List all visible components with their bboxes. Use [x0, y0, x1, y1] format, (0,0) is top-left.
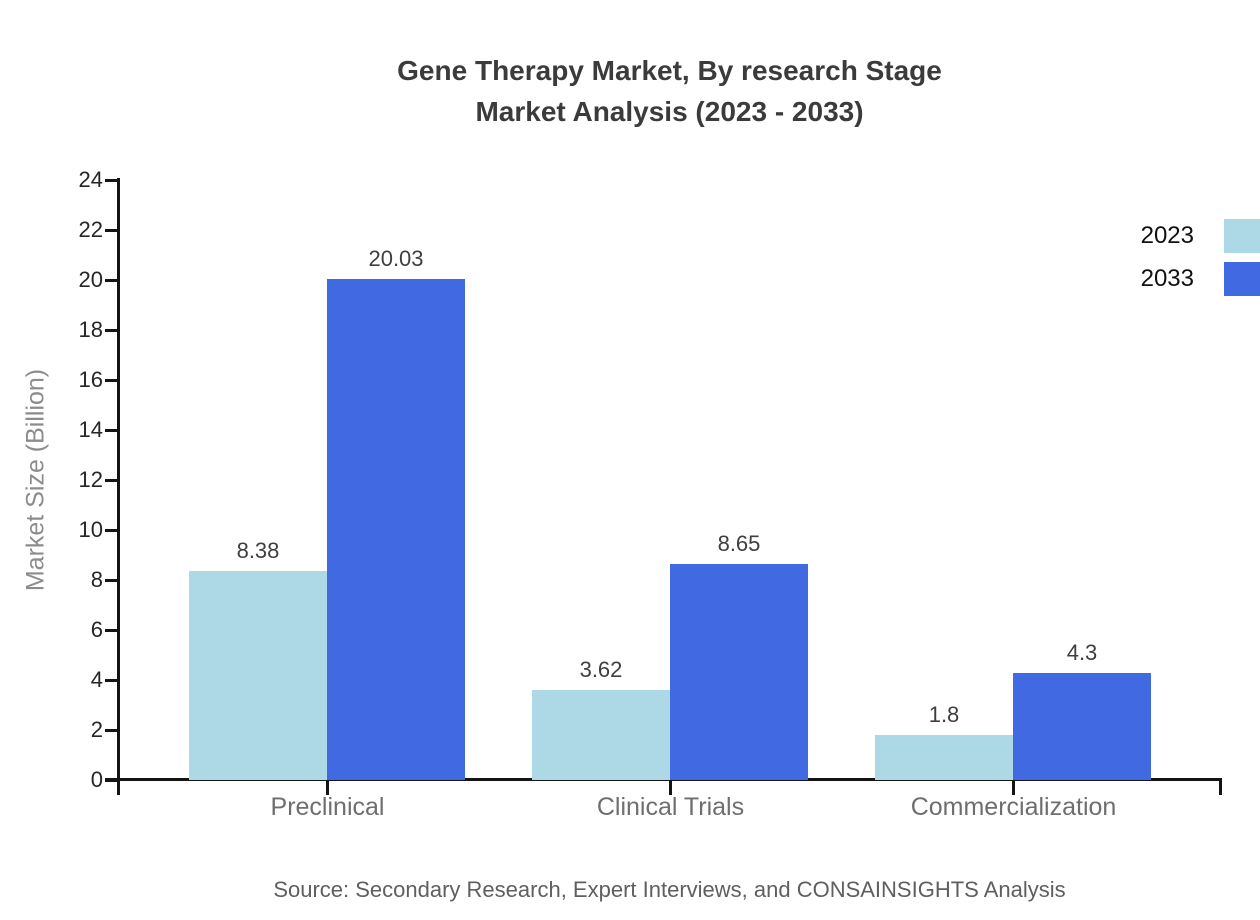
y-axis-tick: [105, 328, 118, 332]
y-axis-line: [117, 178, 120, 795]
y-axis-tick: [105, 378, 118, 382]
legend-label-2033: 2033: [1140, 265, 1194, 292]
y-axis-tick-label: 10: [78, 517, 103, 542]
y-axis-tick: [105, 428, 118, 432]
y-axis-tick-label: 6: [90, 617, 103, 642]
legend-item-2033: 2033: [1100, 262, 1260, 296]
legend-label-2023: 2023: [1140, 222, 1194, 249]
y-axis-tick: [105, 528, 118, 532]
y-axis-tick: [105, 678, 118, 682]
x-axis-tick: [668, 780, 672, 795]
y-axis-tick-label: 8: [90, 567, 103, 592]
value-label-2023-clinical-trials: 3.62: [579, 656, 623, 682]
category-label-preclinical: Preclinical: [270, 793, 385, 821]
value-label-2023-commercialization: 1.8: [928, 702, 960, 727]
value-label-2033-clinical-trials: 8.65: [717, 530, 761, 556]
chart-title-line1: Gene Therapy Market, By research Stage: [397, 55, 942, 86]
chart-title-line2: Market Analysis (2023 - 2033): [475, 96, 864, 127]
y-axis-tick-label: 2: [90, 717, 103, 742]
bar-2033-commercialization: [1013, 672, 1151, 780]
value-label-2033-preclinical: 20.03: [368, 246, 424, 272]
value-label-2023-preclinical: 8.38: [236, 537, 280, 563]
y-axis-tick-label: 24: [78, 167, 103, 192]
y-axis-tick-label: 4: [90, 667, 103, 692]
y-axis-tick-label: 12: [78, 467, 103, 492]
y-axis-tick-label: 0: [90, 767, 103, 792]
y-axis-tick: [105, 228, 118, 232]
bar-2033-clinical-trials: [670, 563, 808, 780]
y-axis-tick: [105, 728, 118, 732]
source-note: Source: Secondary Research, Expert Inter…: [273, 877, 1066, 902]
y-axis-tick-label: 16: [78, 367, 103, 392]
legend-swatch-2023: [1224, 219, 1260, 253]
legend-swatch-2033: [1224, 262, 1260, 296]
chart-title: Gene Therapy Market, By research Stage M…: [118, 50, 1221, 132]
category-label-commercialization: Commercialization: [910, 793, 1117, 821]
y-axis-tick-label: 20: [78, 267, 103, 292]
bar-2033-preclinical: [327, 279, 465, 780]
y-axis-tick: [105, 628, 118, 632]
bar-2023-clinical-trials: [532, 689, 670, 780]
y-axis-tick-label: 18: [78, 317, 103, 342]
x-axis-tick: [325, 780, 329, 795]
y-axis-tick: [105, 478, 118, 482]
y-axis-tick: [105, 778, 118, 782]
y-axis-tick-label: 22: [78, 217, 103, 242]
x-axis-tick: [1011, 780, 1015, 795]
y-axis-tick: [105, 178, 118, 182]
category-label-clinical-trials: Clinical Trials: [596, 793, 745, 821]
bar-2023-commercialization: [875, 735, 1013, 780]
legend-item-2023: 2023: [1100, 219, 1260, 253]
y-axis-tick: [105, 278, 118, 282]
y-axis-tick-label: 14: [78, 417, 103, 442]
bar-2023-preclinical: [189, 570, 327, 780]
x-axis-end-tick: [1219, 780, 1222, 795]
y-axis-tick: [105, 578, 118, 582]
value-label-2033-commercialization: 4.3: [1066, 639, 1098, 665]
